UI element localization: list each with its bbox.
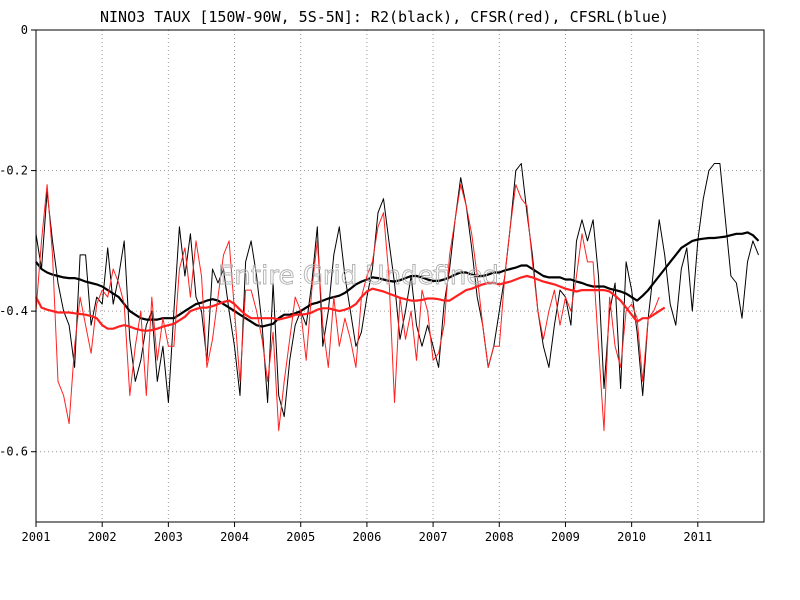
x-tick-label: 2011 xyxy=(683,530,712,544)
x-tick-label: 2003 xyxy=(154,530,183,544)
x-tick-label: 2001 xyxy=(22,530,51,544)
grid-lines xyxy=(36,30,764,522)
y-tick-label: -0.4 xyxy=(0,304,28,318)
x-tick-label: 2005 xyxy=(286,530,315,544)
series-line-3 xyxy=(35,274,666,332)
x-tick-label: 2004 xyxy=(220,530,249,544)
y-tick-label: 0 xyxy=(21,23,28,37)
series-line-0 xyxy=(35,163,759,418)
series-layer xyxy=(35,163,760,432)
x-tick-label: 2007 xyxy=(419,530,448,544)
watermark-text: Entire Grid Undefined xyxy=(218,261,499,291)
x-tick-label: 2008 xyxy=(485,530,514,544)
x-tick-label: 2006 xyxy=(352,530,381,544)
x-tick-label: 2010 xyxy=(617,530,646,544)
x-tick-label: 2002 xyxy=(88,530,117,544)
y-tick-label: -0.6 xyxy=(0,445,28,459)
series-line-2 xyxy=(35,184,660,432)
plot-frame xyxy=(35,29,765,523)
x-tick-label: 2009 xyxy=(551,530,580,544)
series-line-1 xyxy=(35,231,760,328)
axis-ticks: 0 -0.2 -0.4 -0.6 2001 2002 2003 2004 2005 2006 200… xyxy=(0,23,712,544)
chart-title: NINO3 TAUX [150W-90W, 5S-5N]: R2(black),… xyxy=(100,8,669,26)
y-tick-label: -0.2 xyxy=(0,164,28,178)
